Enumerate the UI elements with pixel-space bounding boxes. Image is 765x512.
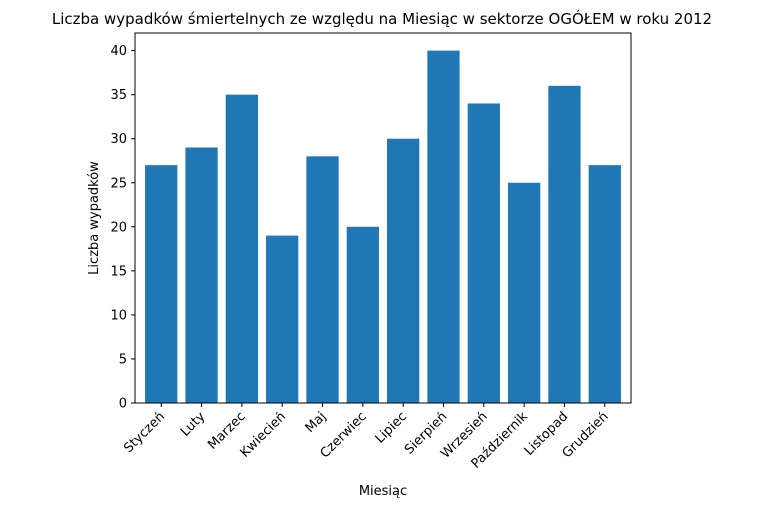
y-tick-label: 0 (119, 397, 127, 412)
y-axis-label: Liczba wypadków (87, 161, 102, 275)
bar-6 (346, 226, 379, 403)
y-tick-label: 30 (110, 132, 127, 147)
x-tick-label: Maj (303, 409, 330, 436)
bar-10 (508, 182, 541, 403)
bar-1 (145, 165, 178, 403)
bar-2 (185, 147, 218, 403)
chart-title: Liczba wypadków śmiertelnych ze względu … (52, 9, 712, 28)
y-tick-label: 10 (110, 308, 127, 323)
y-tick-label: 35 (110, 88, 127, 103)
x-tick-label: Styczeń (121, 409, 168, 456)
bar-5 (306, 156, 339, 403)
bar-11 (548, 85, 581, 403)
y-tick-label: 5 (119, 352, 127, 367)
bar-4 (266, 235, 299, 403)
x-tick-label: Lipiec (373, 409, 410, 446)
bar-8 (427, 50, 460, 403)
x-axis-label: Miesiąc (359, 484, 407, 499)
y-axis: 0 5 10 15 20 25 30 35 40 (110, 44, 135, 412)
y-tick-label: 20 (110, 220, 127, 235)
bars-group (145, 50, 621, 404)
bar-7 (387, 138, 420, 403)
y-tick-label: 15 (110, 264, 127, 279)
x-tick-label: Luty (178, 409, 209, 440)
bar-9 (467, 103, 500, 403)
y-tick-label: 25 (110, 176, 127, 191)
plot-frame (134, 32, 632, 404)
bar-3 (225, 94, 258, 404)
y-tick-label: 40 (110, 44, 127, 59)
bar-12 (588, 165, 621, 403)
